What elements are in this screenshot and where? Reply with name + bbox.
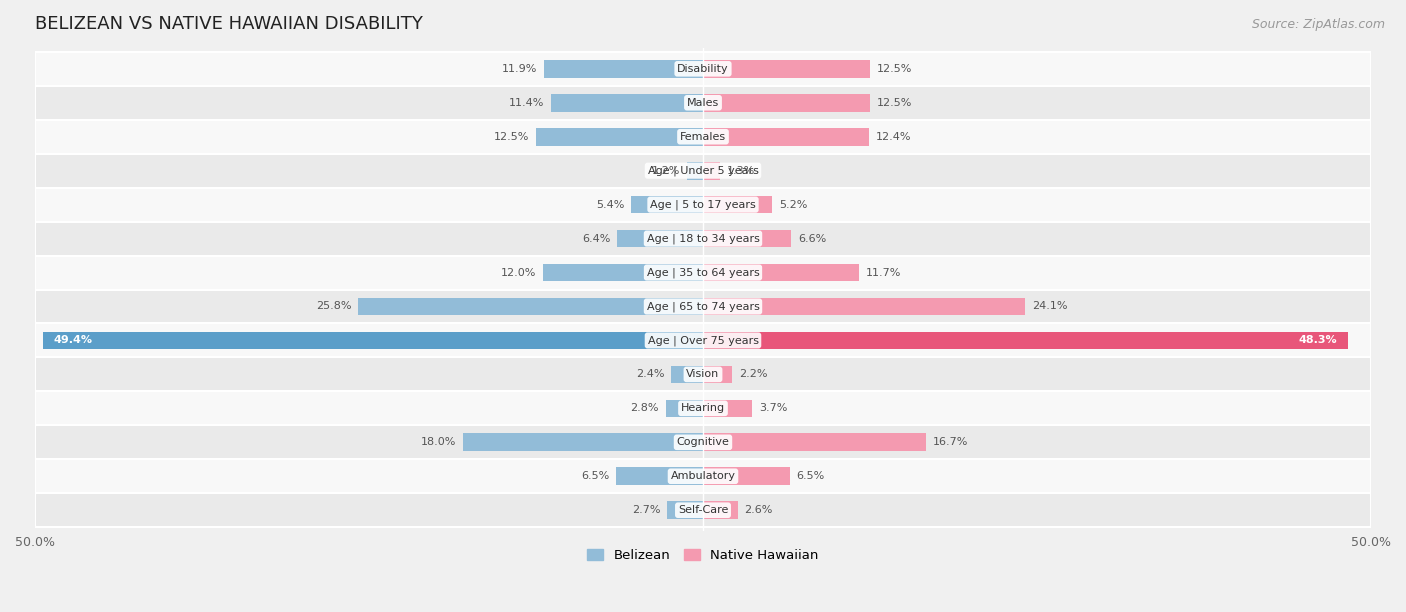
- Text: Males: Males: [688, 98, 718, 108]
- Text: 24.1%: 24.1%: [1032, 302, 1067, 312]
- Text: Source: ZipAtlas.com: Source: ZipAtlas.com: [1251, 18, 1385, 31]
- Bar: [703, 230, 792, 247]
- Bar: [463, 433, 703, 451]
- Text: 1.2%: 1.2%: [652, 166, 681, 176]
- Text: Ambulatory: Ambulatory: [671, 471, 735, 481]
- Text: 12.0%: 12.0%: [501, 267, 536, 277]
- Text: 12.5%: 12.5%: [877, 98, 912, 108]
- Bar: [544, 60, 703, 78]
- Bar: [35, 120, 1371, 154]
- Bar: [703, 468, 790, 485]
- Bar: [35, 289, 1371, 324]
- Text: Vision: Vision: [686, 370, 720, 379]
- Text: 49.4%: 49.4%: [53, 335, 93, 345]
- Bar: [617, 230, 703, 247]
- Bar: [551, 94, 703, 111]
- Text: 5.2%: 5.2%: [779, 200, 807, 210]
- Bar: [703, 297, 1025, 315]
- Text: 2.4%: 2.4%: [636, 370, 664, 379]
- Bar: [35, 154, 1371, 188]
- Bar: [44, 332, 703, 349]
- Text: 11.7%: 11.7%: [866, 267, 901, 277]
- Text: Disability: Disability: [678, 64, 728, 74]
- Bar: [703, 400, 752, 417]
- Bar: [703, 128, 869, 146]
- Text: 12.4%: 12.4%: [876, 132, 911, 142]
- Bar: [703, 332, 1348, 349]
- Bar: [631, 196, 703, 214]
- Bar: [671, 365, 703, 383]
- Bar: [35, 222, 1371, 256]
- Bar: [703, 365, 733, 383]
- Text: 2.2%: 2.2%: [740, 370, 768, 379]
- Bar: [359, 297, 703, 315]
- Text: 48.3%: 48.3%: [1299, 335, 1337, 345]
- Text: Females: Females: [681, 132, 725, 142]
- Bar: [35, 357, 1371, 392]
- Text: 2.7%: 2.7%: [631, 506, 661, 515]
- Text: Age | Over 75 years: Age | Over 75 years: [648, 335, 758, 346]
- Text: Hearing: Hearing: [681, 403, 725, 413]
- Text: Age | 5 to 17 years: Age | 5 to 17 years: [650, 200, 756, 210]
- Bar: [35, 493, 1371, 527]
- Text: 16.7%: 16.7%: [932, 438, 969, 447]
- Bar: [35, 86, 1371, 120]
- Text: 6.5%: 6.5%: [581, 471, 609, 481]
- Bar: [703, 501, 738, 519]
- Text: 12.5%: 12.5%: [494, 132, 529, 142]
- Text: Age | 35 to 64 years: Age | 35 to 64 years: [647, 267, 759, 278]
- Bar: [616, 468, 703, 485]
- Text: 6.6%: 6.6%: [797, 234, 827, 244]
- Text: 12.5%: 12.5%: [877, 64, 912, 74]
- Text: 18.0%: 18.0%: [420, 438, 456, 447]
- Legend: Belizean, Native Hawaiian: Belizean, Native Hawaiian: [582, 544, 824, 567]
- Text: 6.4%: 6.4%: [582, 234, 610, 244]
- Text: 25.8%: 25.8%: [316, 302, 352, 312]
- Bar: [703, 264, 859, 282]
- Bar: [703, 94, 870, 111]
- Bar: [688, 162, 703, 179]
- Text: Age | 18 to 34 years: Age | 18 to 34 years: [647, 233, 759, 244]
- Bar: [35, 324, 1371, 357]
- Bar: [35, 52, 1371, 86]
- Bar: [666, 501, 703, 519]
- Bar: [665, 400, 703, 417]
- Text: 3.7%: 3.7%: [759, 403, 787, 413]
- Bar: [543, 264, 703, 282]
- Bar: [35, 256, 1371, 289]
- Text: Self-Care: Self-Care: [678, 506, 728, 515]
- Text: 2.8%: 2.8%: [630, 403, 659, 413]
- Bar: [35, 459, 1371, 493]
- Text: 1.3%: 1.3%: [727, 166, 755, 176]
- Bar: [703, 196, 772, 214]
- Text: BELIZEAN VS NATIVE HAWAIIAN DISABILITY: BELIZEAN VS NATIVE HAWAIIAN DISABILITY: [35, 15, 423, 33]
- Text: 6.5%: 6.5%: [797, 471, 825, 481]
- Bar: [703, 433, 927, 451]
- Bar: [703, 162, 720, 179]
- Text: 11.4%: 11.4%: [509, 98, 544, 108]
- Text: 11.9%: 11.9%: [502, 64, 537, 74]
- Bar: [35, 188, 1371, 222]
- Text: Cognitive: Cognitive: [676, 438, 730, 447]
- Text: Age | Under 5 years: Age | Under 5 years: [648, 165, 758, 176]
- Bar: [35, 392, 1371, 425]
- Text: 2.6%: 2.6%: [744, 506, 773, 515]
- Bar: [35, 425, 1371, 459]
- Text: Age | 65 to 74 years: Age | 65 to 74 years: [647, 301, 759, 312]
- Bar: [536, 128, 703, 146]
- Text: 5.4%: 5.4%: [596, 200, 624, 210]
- Bar: [703, 60, 870, 78]
